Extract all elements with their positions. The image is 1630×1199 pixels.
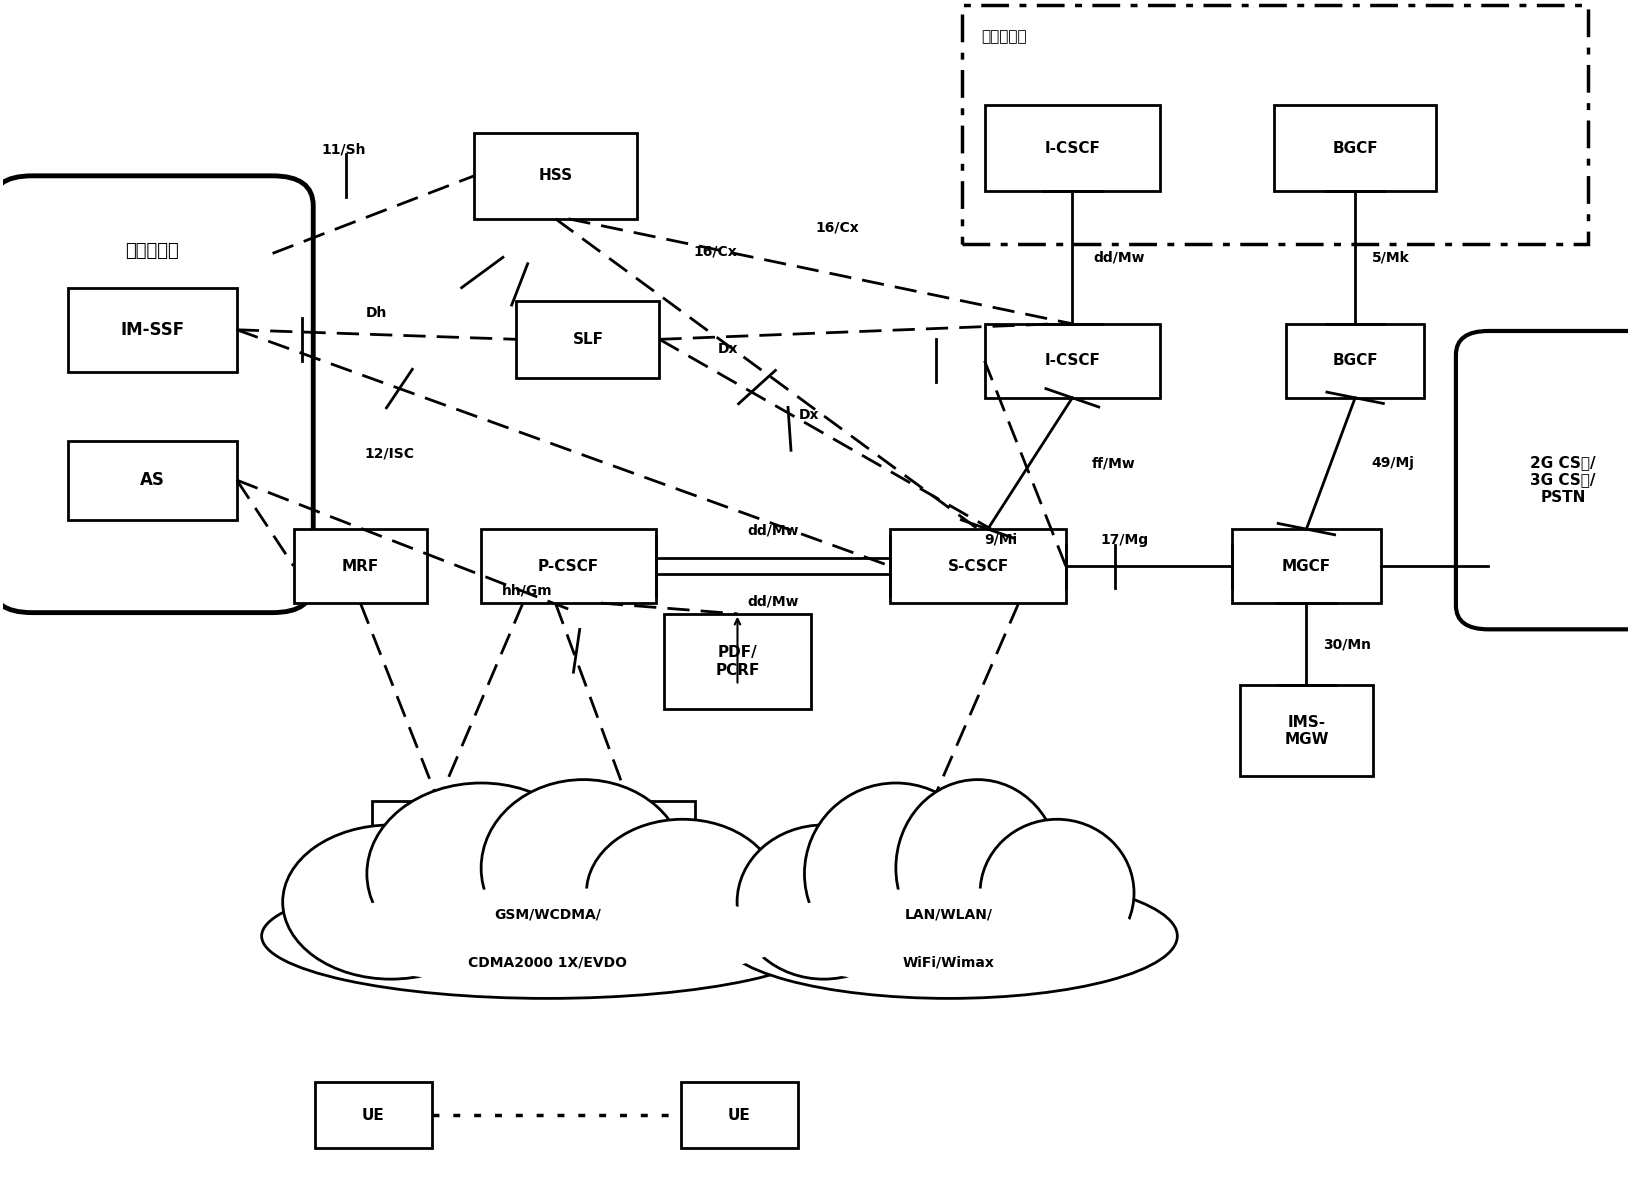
Text: SBC: SBC — [914, 831, 949, 845]
Ellipse shape — [756, 888, 1141, 984]
Text: 12/ISC: 12/ISC — [365, 447, 414, 460]
FancyBboxPatch shape — [1456, 331, 1630, 629]
Text: I-CSCF: I-CSCF — [1043, 140, 1100, 156]
Text: Dx: Dx — [717, 342, 738, 356]
Text: 16/Cx: 16/Cx — [815, 221, 859, 234]
Text: IM-SSF: IM-SSF — [121, 321, 184, 339]
Text: dd/Mw: dd/Mw — [747, 523, 799, 537]
Text: 30/Mn: 30/Mn — [1322, 637, 1369, 651]
Text: PDSN: PDSN — [605, 831, 652, 845]
Text: 2G CS域/
3G CS域/
PSTN: 2G CS域/ 3G CS域/ PSTN — [1529, 456, 1596, 505]
Text: GSM/WCDMA/: GSM/WCDMA/ — [494, 908, 600, 922]
FancyBboxPatch shape — [0, 176, 313, 613]
Text: BGCF: BGCF — [1332, 140, 1377, 156]
Text: SLF: SLF — [572, 332, 603, 347]
FancyBboxPatch shape — [68, 441, 236, 519]
Text: I-CSCF: I-CSCF — [1043, 354, 1100, 368]
Ellipse shape — [720, 874, 1177, 999]
FancyBboxPatch shape — [474, 133, 636, 218]
FancyBboxPatch shape — [315, 1083, 432, 1147]
FancyBboxPatch shape — [985, 324, 1159, 398]
Ellipse shape — [481, 779, 685, 957]
FancyBboxPatch shape — [1286, 324, 1423, 398]
Text: MRF: MRF — [342, 559, 378, 573]
FancyBboxPatch shape — [869, 801, 996, 875]
Text: ff/Mw: ff/Mw — [1090, 457, 1134, 470]
FancyBboxPatch shape — [562, 801, 694, 875]
Ellipse shape — [895, 779, 1060, 957]
Text: CDMA2000 1X/EVDO: CDMA2000 1X/EVDO — [468, 956, 626, 969]
Ellipse shape — [282, 825, 499, 980]
FancyBboxPatch shape — [680, 1083, 797, 1147]
Text: 17/Mg: 17/Mg — [1100, 532, 1148, 547]
Text: 5/Mk: 5/Mk — [1371, 251, 1408, 265]
Text: 其他运营商: 其他运营商 — [981, 29, 1027, 44]
FancyBboxPatch shape — [517, 301, 659, 378]
FancyBboxPatch shape — [890, 529, 1064, 603]
Text: GGSN: GGSN — [414, 831, 463, 845]
FancyBboxPatch shape — [663, 614, 810, 710]
FancyBboxPatch shape — [481, 529, 655, 603]
Text: dd/Mw: dd/Mw — [747, 595, 799, 609]
Ellipse shape — [261, 874, 833, 999]
FancyBboxPatch shape — [293, 529, 427, 603]
Ellipse shape — [306, 888, 787, 984]
Text: 16/Cx: 16/Cx — [693, 245, 737, 258]
Text: Dh: Dh — [365, 306, 386, 320]
Text: S-CSCF: S-CSCF — [947, 559, 1007, 573]
Ellipse shape — [367, 783, 595, 964]
Text: P-CSCF: P-CSCF — [538, 559, 598, 573]
Ellipse shape — [980, 819, 1133, 966]
Text: hh/Gm: hh/Gm — [502, 584, 553, 597]
Ellipse shape — [804, 783, 986, 964]
Text: BGCF: BGCF — [1332, 354, 1377, 368]
Ellipse shape — [737, 825, 910, 980]
FancyBboxPatch shape — [1273, 106, 1436, 192]
FancyBboxPatch shape — [372, 801, 505, 875]
Text: HSS: HSS — [538, 168, 572, 183]
Text: UE: UE — [727, 1108, 750, 1122]
Text: 9/Mi: 9/Mi — [983, 532, 1017, 547]
Text: 业务与应用: 业务与应用 — [126, 242, 179, 260]
Text: WiFi/Wimax: WiFi/Wimax — [903, 956, 994, 969]
Text: dd/Mw: dd/Mw — [1092, 251, 1144, 265]
Text: 49/Mj: 49/Mj — [1371, 457, 1413, 470]
FancyBboxPatch shape — [1239, 686, 1372, 776]
FancyBboxPatch shape — [68, 288, 236, 372]
Text: Dx: Dx — [799, 408, 820, 422]
Text: UE: UE — [362, 1108, 385, 1122]
Text: 11/Sh: 11/Sh — [321, 143, 367, 157]
Text: PDF/
PCRF: PDF/ PCRF — [716, 645, 760, 677]
Text: MGCF: MGCF — [1281, 559, 1330, 573]
FancyBboxPatch shape — [985, 106, 1159, 192]
Ellipse shape — [587, 819, 779, 966]
Text: AS: AS — [140, 471, 165, 489]
Text: IMS-
MGW: IMS- MGW — [1283, 715, 1328, 747]
FancyBboxPatch shape — [1231, 529, 1381, 603]
Text: LAN/WLAN/: LAN/WLAN/ — [905, 908, 993, 922]
